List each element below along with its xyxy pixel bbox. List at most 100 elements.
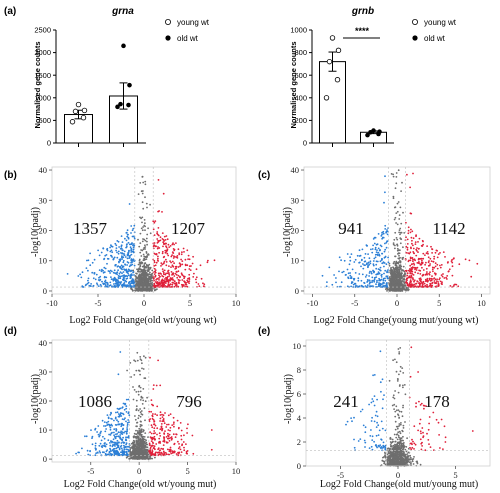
volcano-point <box>152 418 155 421</box>
y-tick-label: 1000 <box>290 26 307 35</box>
volcano-point <box>128 414 131 417</box>
volcano-point <box>126 423 129 426</box>
volcano-point <box>145 443 148 446</box>
volcano-point <box>129 457 131 460</box>
volcano-point <box>419 277 422 280</box>
volcano-point <box>141 403 144 405</box>
volcano-point <box>126 261 129 263</box>
volcano-point <box>407 260 410 263</box>
data-point <box>118 101 123 107</box>
volcano-point <box>119 271 122 273</box>
volcano-point <box>117 275 120 277</box>
volcano-point <box>116 271 119 274</box>
volcano-point <box>414 243 417 246</box>
volcano-point <box>369 270 371 273</box>
volcano-point <box>396 238 399 241</box>
volcano-point <box>442 273 444 275</box>
panel-letter-d: (d) <box>4 326 17 337</box>
volcano-point <box>168 275 171 277</box>
y-tick-label: 0 <box>303 139 307 148</box>
volcano-point <box>153 234 156 237</box>
volcano-point <box>195 276 198 279</box>
data-point <box>72 108 79 115</box>
volcano-point <box>354 272 357 274</box>
volcano-point <box>104 279 107 282</box>
volcano-point <box>476 262 479 265</box>
volcano-point <box>416 247 418 249</box>
volcano-point <box>168 284 171 287</box>
volcano-point <box>430 279 433 282</box>
volcano-point <box>170 452 173 455</box>
volcano-point <box>111 418 113 420</box>
volcano-point <box>125 446 128 448</box>
volcano-point <box>156 281 159 283</box>
volcano-point <box>394 206 397 209</box>
volcano-point <box>186 285 189 288</box>
volcano-point <box>154 281 157 283</box>
volcano-point <box>358 273 361 275</box>
volcano-point <box>428 273 431 276</box>
volcano-point <box>358 249 361 252</box>
volcano-point <box>156 405 159 408</box>
data-point <box>329 35 336 41</box>
volcano-point <box>141 362 143 365</box>
volcano-point <box>410 263 413 266</box>
volcano-point <box>396 284 399 286</box>
volcano-point <box>126 235 129 238</box>
volcano-point <box>162 279 165 282</box>
volcano-point <box>145 237 148 240</box>
y-tick-label: 20 <box>39 226 48 236</box>
volcano-point <box>99 432 102 434</box>
volcano-point <box>140 255 143 257</box>
volcano-point <box>388 264 391 267</box>
volcano-point <box>149 278 152 281</box>
volcano-point <box>140 289 143 292</box>
volcano-point <box>415 269 418 271</box>
volcano-point <box>353 261 356 263</box>
volcano-point <box>105 443 108 446</box>
volcano-point <box>157 239 160 242</box>
volcano-point <box>426 251 429 253</box>
volcano-point <box>150 290 153 292</box>
volcano-point <box>402 265 405 268</box>
volcano-point <box>163 262 165 264</box>
x-tick-label: 10 <box>477 298 486 308</box>
volcano-point <box>149 356 151 359</box>
panel-letter-b: (b) <box>4 170 17 181</box>
y-tick-label: 40 <box>39 338 48 348</box>
volcano-point <box>118 448 121 451</box>
volcano-point <box>381 252 384 255</box>
volcano-point <box>418 283 421 286</box>
x-axis-label: Log2 Fold Change(old wt/young wt) <box>69 315 216 326</box>
volcano-point <box>164 278 166 280</box>
volcano-point <box>388 450 390 453</box>
volcano-point <box>375 267 378 270</box>
volcano-point <box>380 259 383 261</box>
volcano-point <box>101 280 103 283</box>
volcano-point <box>183 434 185 437</box>
volcano-point <box>138 276 141 279</box>
volcano-point <box>103 257 106 260</box>
volcano-point <box>163 242 166 245</box>
volcano-point <box>391 284 393 287</box>
volcano-point <box>368 279 371 282</box>
volcano-point <box>377 233 380 235</box>
volcano-point <box>158 453 160 456</box>
volcano-point <box>121 428 124 431</box>
volcano-point <box>396 289 399 291</box>
y-tick-label: 10 <box>39 425 48 435</box>
volcano-point <box>144 246 147 248</box>
volcano-point <box>117 420 120 423</box>
volcano-point <box>442 251 445 254</box>
volcano-point <box>392 275 395 277</box>
volcano-point <box>87 279 89 282</box>
volcano-point <box>186 279 189 282</box>
volcano-point <box>128 265 131 268</box>
volcano-point <box>166 249 169 252</box>
volcano-point <box>134 281 137 283</box>
volcano-point <box>152 447 155 449</box>
volcano-point <box>120 415 123 417</box>
volcano-point <box>92 277 95 280</box>
volcano-point <box>135 446 138 449</box>
volcano-point <box>153 244 156 247</box>
